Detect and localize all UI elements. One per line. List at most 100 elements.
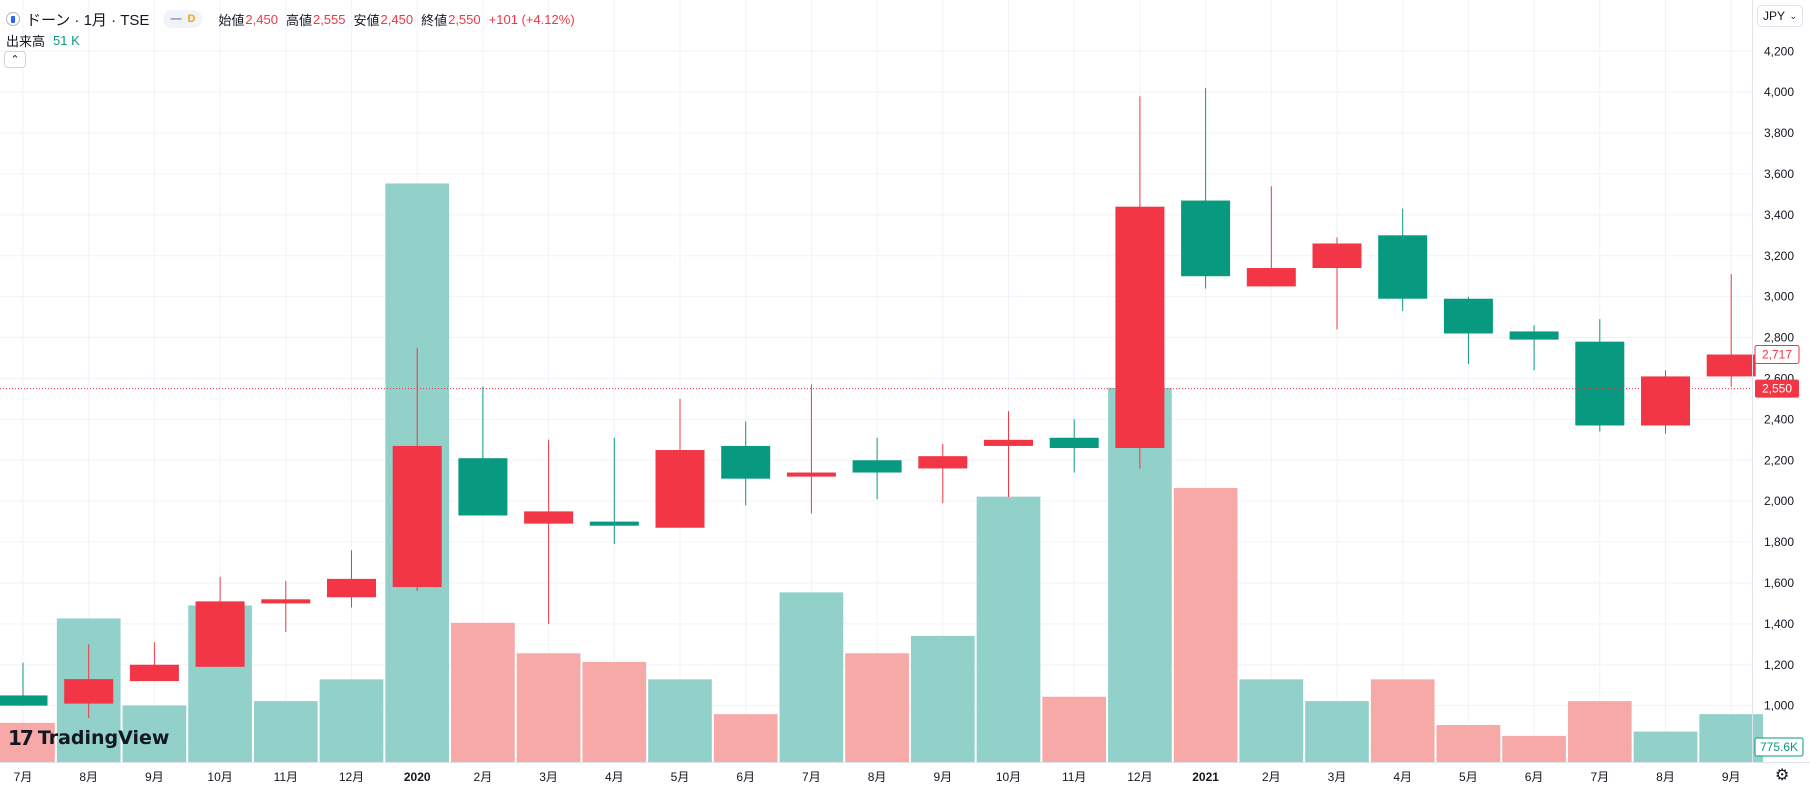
candle-body[interactable] [1575, 341, 1625, 426]
tradingview-logo[interactable]: 17 TradingView [8, 726, 169, 750]
time-tick-label: 7月 [802, 770, 821, 784]
open-price-tag [1754, 345, 1800, 365]
time-tick-label: 8月 [79, 770, 98, 784]
candle-body[interactable] [852, 460, 902, 473]
candle-body[interactable] [64, 679, 114, 704]
volume-bar [253, 701, 318, 762]
volume-bar [1305, 701, 1369, 762]
chart-legend-header: ドーン · 1月 · TSE — D 始値 2,450 高値 2,555 安値 … [6, 8, 575, 30]
candle-body[interactable] [1246, 268, 1296, 287]
candle-body[interactable] [1378, 235, 1428, 299]
time-tick-label: 7月 [14, 770, 33, 784]
dash-icon: — [170, 13, 182, 25]
volume-bar [779, 592, 844, 762]
volume-label: 出来高 [6, 34, 46, 49]
market-status-badge[interactable]: — D [163, 10, 203, 28]
candle-body[interactable] [1509, 331, 1559, 340]
time-tick-label: 4月 [605, 770, 624, 784]
tradingview-logo-icon: 17 [8, 726, 34, 750]
candle-body[interactable] [721, 445, 771, 479]
time-tick-label: 8月 [868, 770, 887, 784]
chevron-down-icon: ⌄ [1789, 10, 1797, 21]
time-tick-label: 9月 [1722, 770, 1741, 784]
candle-body[interactable] [786, 472, 836, 477]
volume-tag-label: 775.6K [1760, 740, 1798, 754]
volume-bar [0, 722, 55, 762]
volume-bar [1633, 731, 1698, 762]
gear-icon[interactable]: ⚙ [1775, 767, 1790, 784]
candle-body[interactable] [524, 511, 574, 524]
time-tick-label: 3月 [539, 770, 558, 784]
price-tick-label: 3,600 [1764, 167, 1794, 181]
chevron-up-icon: ⌃ [10, 54, 20, 66]
open-price-label: 2,717 [1762, 348, 1792, 362]
currency-label: JPY [1763, 9, 1786, 23]
collapse-legend-button[interactable]: ⌃ [4, 51, 26, 68]
price-tick-label: 2,200 [1764, 453, 1794, 467]
price-tick-label: 4,200 [1764, 44, 1794, 58]
candle-body[interactable] [918, 456, 968, 469]
open-value: 2,450 [245, 11, 278, 27]
high-label: 高値 [285, 12, 312, 28]
candle-body[interactable] [327, 578, 376, 598]
time-tick-label: 2月 [474, 770, 493, 784]
time-tick-label: 8月 [1656, 770, 1675, 784]
time-tick-label: 2月 [1262, 770, 1281, 784]
close-label: 終値 [421, 12, 448, 28]
volume-bar [1502, 735, 1566, 762]
price-tick-label: 3,000 [1764, 290, 1794, 304]
volume-tag [1754, 737, 1804, 757]
candle-body[interactable] [1181, 200, 1231, 277]
symbol-title[interactable]: ドーン · 1月 · TSE [26, 11, 150, 29]
volume-bar [976, 496, 1041, 762]
time-tick-label: 12月 [1127, 770, 1152, 784]
candle-body[interactable] [1641, 376, 1690, 426]
time-tick-label: 6月 [1525, 770, 1544, 784]
candle-body[interactable] [655, 450, 705, 528]
time-tick-label: 4月 [1393, 770, 1412, 784]
time-tick-label: 10月 [996, 770, 1021, 784]
candle-body[interactable] [1706, 354, 1756, 377]
candle-body[interactable] [195, 601, 245, 667]
volume-bar [1239, 679, 1304, 762]
candle-body[interactable] [458, 458, 508, 516]
candle-body[interactable] [261, 599, 311, 604]
price-tick-label: 2,400 [1764, 412, 1794, 426]
candle-body[interactable] [1049, 437, 1099, 448]
time-tick-label: 9月 [145, 770, 164, 784]
price-tick-label: 1,000 [1764, 699, 1794, 713]
volume-bar [582, 661, 647, 762]
time-tick-label: 7月 [1590, 770, 1609, 784]
candle-body[interactable] [392, 445, 442, 588]
volume-bar [1173, 487, 1238, 762]
high-value: 2,555 [312, 11, 346, 27]
last-price-tag [1755, 379, 1799, 398]
volume-bar [319, 679, 384, 762]
time-tick-label: 5月 [1459, 770, 1478, 784]
status-letter: D [187, 13, 196, 25]
time-tick-label: 11月 [1062, 770, 1086, 784]
candle-body[interactable] [0, 695, 48, 706]
candle-body[interactable] [1115, 206, 1165, 448]
volume-bar [713, 714, 778, 762]
volume-bar [122, 705, 187, 762]
volume-legend: 出来高 51 K [6, 31, 80, 50]
currency-selector[interactable]: JPY ⌄ [1757, 5, 1803, 27]
time-tick-label: 2021 [1192, 770, 1219, 784]
candle-body[interactable] [984, 439, 1033, 446]
last-price-label: 2,550 [1762, 382, 1792, 396]
time-tick-label: 3月 [1328, 770, 1347, 784]
candle-body[interactable] [1443, 298, 1493, 334]
price-tick-label: 1,200 [1764, 658, 1794, 672]
volume-bar [1370, 679, 1435, 762]
time-tick-label: 5月 [671, 770, 690, 784]
candle-body[interactable] [589, 521, 639, 526]
price-tick-label: 1,400 [1764, 617, 1794, 631]
price-tick-label: 2,000 [1764, 494, 1794, 508]
time-tick-label: 10月 [207, 770, 232, 784]
price-tick-label: 3,800 [1764, 126, 1794, 140]
candle-body[interactable] [129, 664, 179, 682]
price-tick-label: 2,800 [1764, 331, 1794, 345]
candle-body[interactable] [1312, 243, 1362, 269]
